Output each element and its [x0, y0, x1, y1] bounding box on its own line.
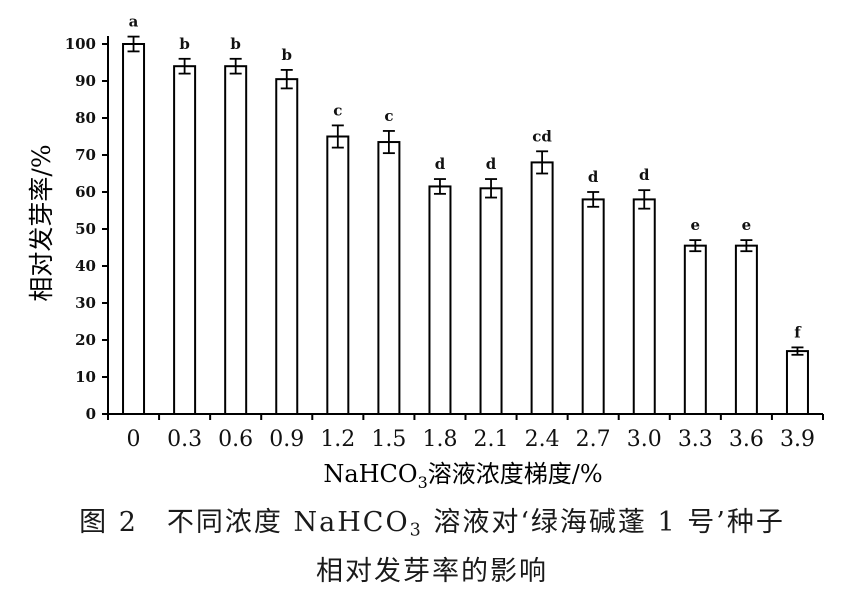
bar — [224, 65, 248, 415]
caption-line1-sub: 3 — [409, 520, 423, 541]
x-tick-label: 2.1 — [474, 427, 509, 452]
bar — [377, 141, 401, 416]
significance-letter: d — [588, 168, 599, 186]
significance-letter: c — [333, 101, 342, 119]
x-tick-label: 2.7 — [576, 427, 611, 452]
significance-letter: d — [639, 166, 650, 184]
bar — [785, 350, 809, 416]
significance-letter: d — [486, 155, 497, 173]
bar — [530, 161, 554, 415]
y-tick-label: 30 — [75, 294, 96, 312]
x-tick-label: 0.3 — [167, 427, 202, 452]
x-tick-label: 3.6 — [729, 427, 764, 452]
y-axis-label: 相对发芽率/% — [27, 144, 56, 301]
y-tick-label: 0 — [86, 405, 96, 423]
figure-caption-line2: 相对发芽率的影响 — [316, 556, 548, 587]
x-tick-label: 1.2 — [320, 427, 355, 452]
bar — [428, 185, 452, 415]
x-tick-label: 0.6 — [218, 427, 253, 452]
y-tick-label: 10 — [75, 368, 96, 386]
y-tick-label: 20 — [75, 331, 96, 349]
y-tick-label: 70 — [75, 146, 96, 164]
x-tick-label: 2.4 — [525, 427, 560, 452]
significance-letter: e — [691, 216, 701, 234]
x-axis-label-post: 溶液浓度梯度/% — [428, 460, 603, 488]
significance-letter: e — [742, 216, 752, 234]
significance-letter: a — [129, 13, 139, 31]
figure-caption-line1: 图 2 不同浓度 NaHCO3 溶液对‘绿海碱蓬 1 号’种子 — [0, 500, 864, 540]
y-tick-label: 50 — [75, 220, 96, 238]
bar — [326, 135, 350, 415]
bar — [479, 187, 503, 415]
significance-letter: d — [435, 155, 446, 173]
significance-letter: b — [282, 46, 293, 64]
x-axis-label-sub: 3 — [418, 473, 428, 492]
bar — [122, 43, 146, 415]
bar — [683, 244, 707, 415]
bar — [581, 198, 605, 415]
bar — [632, 198, 656, 415]
y-tick-label: 40 — [75, 257, 96, 275]
bar-chart: 0 10 20 30 40 50 60 70 80 90 100 0 0.3 0.6 0.9 1.2 1.5 1… — [27, 13, 824, 492]
bar — [173, 65, 197, 415]
y-tick-label: 90 — [75, 72, 96, 90]
x-axis: 0 0.3 0.6 0.9 1.2 1.5 1.8 2.1 2.4 2.7 3.0 3.3 3.6 3.9 — [107, 413, 824, 452]
significance-letter: b — [230, 35, 241, 53]
significance-letter: c — [384, 107, 393, 125]
significance-letter: b — [179, 35, 190, 53]
x-tick-label: 1.5 — [371, 427, 406, 452]
bar — [275, 78, 299, 416]
x-axis-label-pre: NaHCO — [323, 460, 417, 488]
x-tick-label: 0.9 — [269, 427, 304, 452]
significance-letter: cd — [532, 127, 552, 145]
bar — [734, 244, 758, 415]
caption-line1-pre: 图 2 不同浓度 NaHCO — [79, 507, 410, 538]
y-tick-label: 60 — [75, 183, 96, 201]
y-tick-label: 100 — [65, 35, 96, 53]
x-tick-label: 3.0 — [627, 427, 662, 452]
x-tick-label: 3.3 — [678, 427, 713, 452]
x-axis-label: NaHCO3溶液浓度梯度/% — [323, 460, 602, 492]
x-tick-label: 1.8 — [422, 427, 457, 452]
x-tick-label: 3.9 — [780, 427, 815, 452]
caption-line1-post: 溶液对‘绿海碱蓬 1 号’种子 — [422, 507, 785, 538]
y-axis: 0 10 20 30 40 50 60 70 80 90 100 — [65, 35, 109, 423]
x-tick-label: 0 — [127, 427, 141, 452]
y-tick-label: 80 — [75, 109, 96, 127]
significance-letter: f — [794, 323, 802, 341]
